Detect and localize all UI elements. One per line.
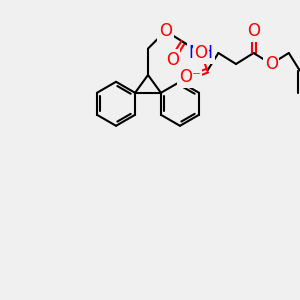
Text: O: O <box>159 22 172 40</box>
Text: O: O <box>194 44 207 62</box>
Text: O: O <box>265 55 278 73</box>
Text: O: O <box>166 51 179 69</box>
Text: O: O <box>247 22 260 40</box>
Text: NH: NH <box>188 44 213 62</box>
Text: O⁻: O⁻ <box>179 68 201 86</box>
